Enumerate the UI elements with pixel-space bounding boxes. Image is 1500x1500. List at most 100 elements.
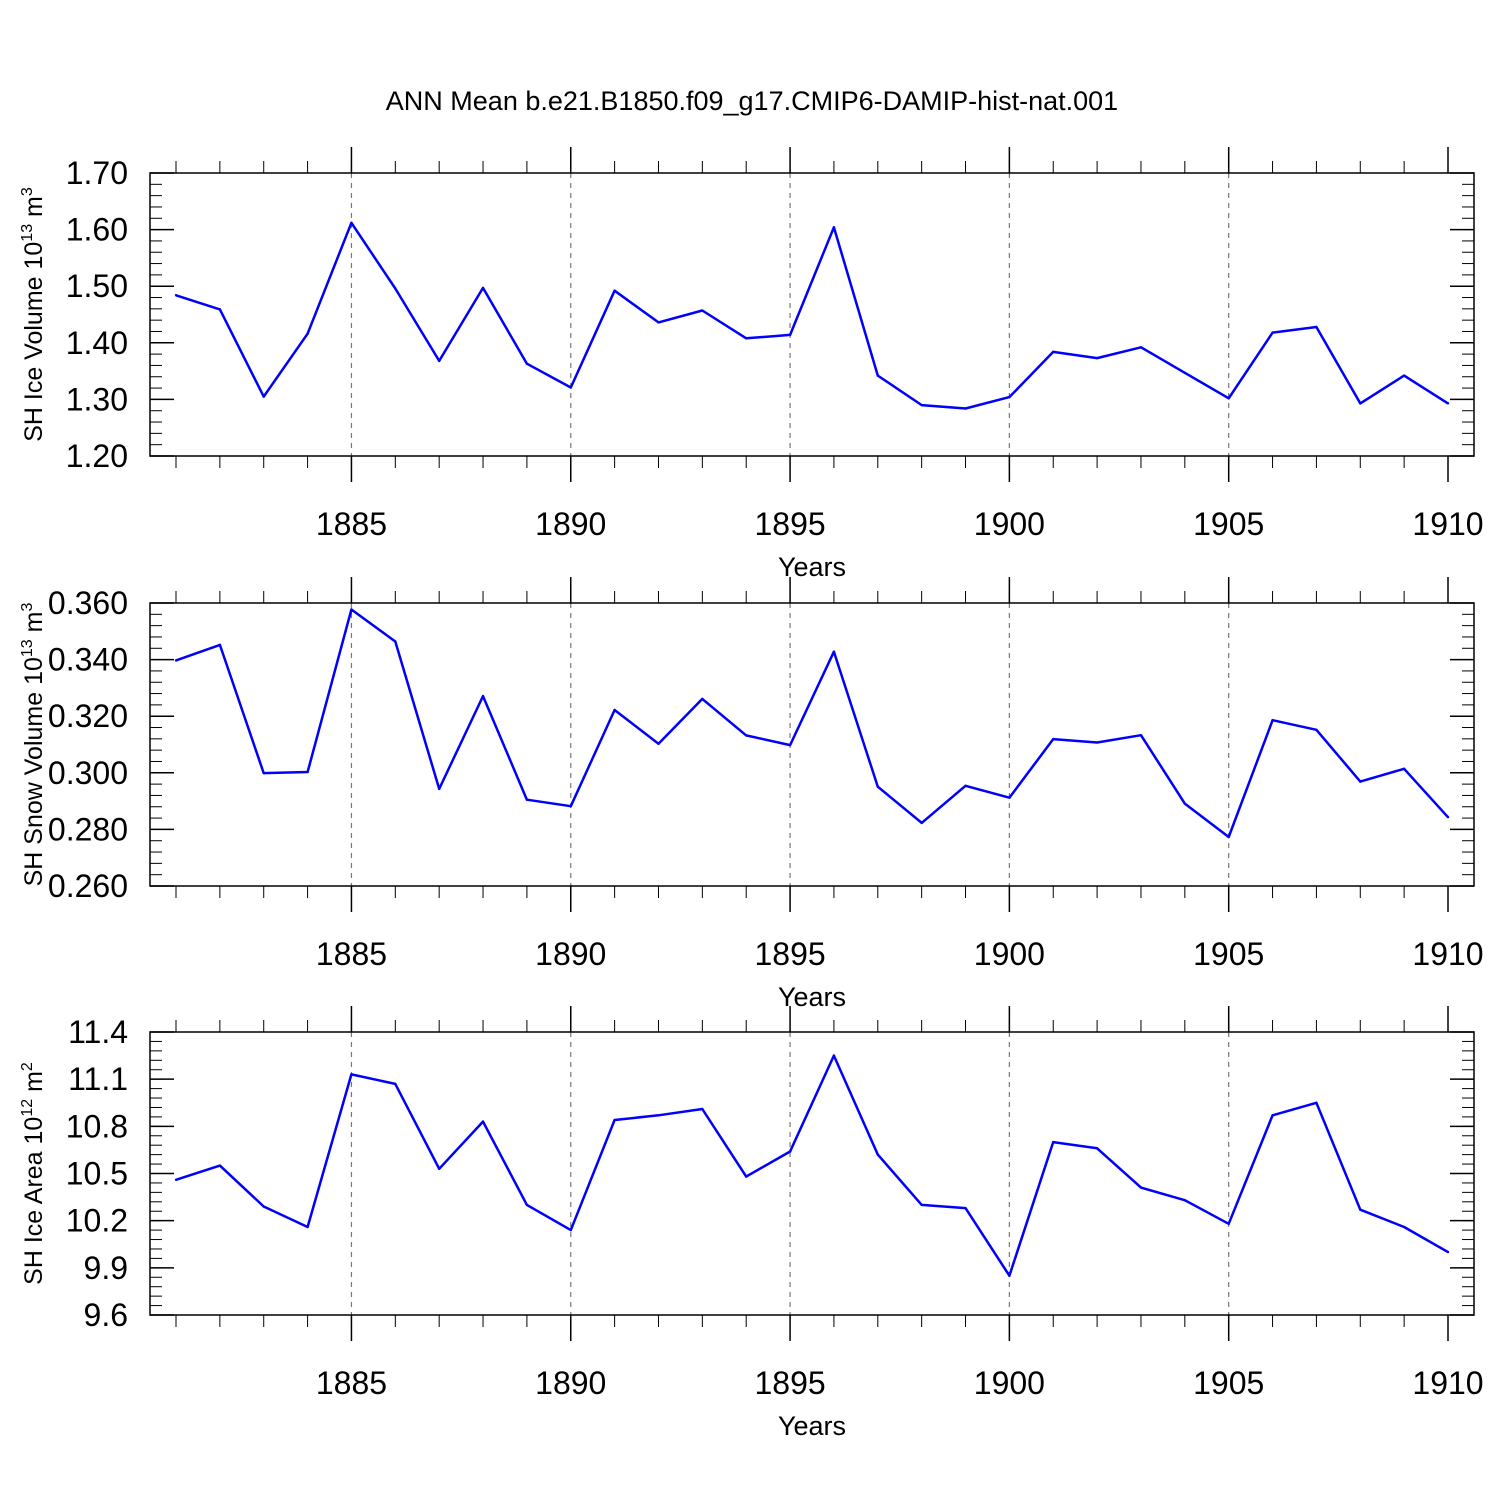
- x-tick-label: 1905: [1193, 506, 1264, 542]
- data-point: [569, 804, 572, 808]
- data-point: [394, 1082, 397, 1086]
- data-point: [262, 395, 265, 398]
- data-point: [1315, 325, 1318, 329]
- y-tick-label: 0.300: [48, 755, 128, 791]
- data-point: [1315, 728, 1318, 731]
- data-point: [1271, 331, 1274, 334]
- data-point: [832, 650, 836, 653]
- data-point: [1227, 835, 1230, 839]
- data-point: [1183, 802, 1187, 805]
- y-tick-label: 1.30: [66, 381, 128, 417]
- y-tick-label: 1.70: [66, 155, 128, 191]
- x-tick-label: 1905: [1193, 936, 1264, 972]
- data-point: [481, 1120, 485, 1123]
- data-point: [569, 386, 572, 389]
- panel-2: 0.260 0.280 0.300 0.320 0.340 0.360 1885 1890 18…: [19, 577, 1484, 1012]
- panel-1: 1.20 1.30 1.40 1.50 1.60 1.70 1885 1890 1895 1900…: [19, 147, 1484, 582]
- data-point: [1227, 397, 1230, 400]
- y-tick-label: 0.320: [48, 698, 128, 734]
- x-tick-label: 1900: [974, 506, 1045, 542]
- data-point: [569, 1228, 572, 1232]
- data-point: [788, 333, 792, 337]
- y-tick-label: 0.280: [48, 811, 128, 847]
- data-point: [1402, 767, 1406, 771]
- x-tick-label: 1890: [535, 936, 606, 972]
- series-line: [175, 221, 1449, 410]
- data-point: [437, 787, 441, 791]
- data-point: [613, 289, 616, 292]
- x-tick-label: 1885: [316, 1365, 387, 1401]
- data-point: [1402, 374, 1406, 377]
- data-point: [788, 743, 792, 747]
- data-point: [920, 821, 923, 825]
- data-point: [1359, 780, 1362, 783]
- data-point: [174, 294, 178, 297]
- data-point: [218, 643, 222, 647]
- data-point: [525, 798, 529, 801]
- x-tick-label: 1910: [1412, 936, 1483, 972]
- data-point: [701, 309, 704, 312]
- data-point: [1446, 816, 1450, 819]
- data-point: [174, 659, 178, 662]
- data-point: [788, 1150, 792, 1153]
- y-tick-label: 1.60: [66, 212, 128, 248]
- plot-frame: [149, 602, 1475, 887]
- data-point: [1139, 1186, 1143, 1189]
- y-tick-label: 10.8: [66, 1108, 128, 1144]
- data-point: [1008, 395, 1011, 399]
- x-tick-label: 1895: [754, 506, 825, 542]
- y-tick-label: 10.5: [66, 1156, 128, 1192]
- data-point: [262, 771, 265, 775]
- y-tick-label: 0.360: [48, 585, 128, 621]
- y-axis-label: SH Ice Area 1012 m2: [19, 1062, 48, 1285]
- x-tick-label: 1905: [1193, 1365, 1264, 1401]
- data-point: [876, 785, 879, 788]
- y-axis-label: SH Snow Volume 1013 m3: [19, 603, 48, 887]
- panel-3: 9.6 9.9 10.2 10.5 10.8 11.1 11.4 1885 1890 1895 19…: [19, 1006, 1484, 1441]
- data-point: [1446, 1250, 1450, 1254]
- data-point: [1227, 1222, 1230, 1226]
- data-point: [832, 1054, 836, 1057]
- data-point: [832, 226, 836, 229]
- x-axis-label: Years: [778, 1411, 846, 1441]
- data-point: [481, 286, 485, 290]
- data-point: [1008, 1274, 1011, 1277]
- x-axis-label: Years: [778, 552, 846, 582]
- data-point: [964, 407, 967, 410]
- plot-frame: [149, 1031, 1475, 1316]
- data-point: [525, 1203, 529, 1207]
- data-point: [306, 332, 309, 335]
- x-tick-label: 1890: [535, 506, 606, 542]
- x-tick-label: 1900: [974, 1365, 1045, 1401]
- x-tick-label: 1910: [1412, 1365, 1483, 1401]
- data-point: [1052, 350, 1055, 354]
- data-point: [745, 337, 748, 340]
- data-point: [350, 1073, 353, 1076]
- data-point: [1183, 1199, 1187, 1202]
- plot-frame: [149, 172, 1475, 457]
- x-tick-label: 1910: [1412, 506, 1483, 542]
- data-point: [262, 1205, 265, 1208]
- y-tick-label: 10.2: [66, 1203, 128, 1239]
- data-point: [1095, 741, 1099, 744]
- x-tick-label: 1885: [316, 506, 387, 542]
- x-axis-label: Years: [778, 982, 846, 1012]
- data-point: [1315, 1101, 1318, 1104]
- data-point: [525, 362, 529, 365]
- data-point: [876, 374, 879, 377]
- data-point: [745, 734, 748, 737]
- data-point: [394, 640, 397, 643]
- data-point: [350, 221, 353, 225]
- data-point: [1139, 346, 1143, 349]
- data-point: [481, 694, 485, 698]
- data-point: [1183, 371, 1187, 374]
- data-point: [1052, 737, 1055, 741]
- data-point: [306, 1225, 309, 1229]
- data-point: [964, 784, 967, 788]
- data-point: [218, 1164, 222, 1167]
- data-point: [920, 1203, 923, 1207]
- data-point: [920, 403, 923, 407]
- y-tick-label: 11.4: [68, 1014, 128, 1050]
- y-tick-label: 0.340: [48, 642, 128, 678]
